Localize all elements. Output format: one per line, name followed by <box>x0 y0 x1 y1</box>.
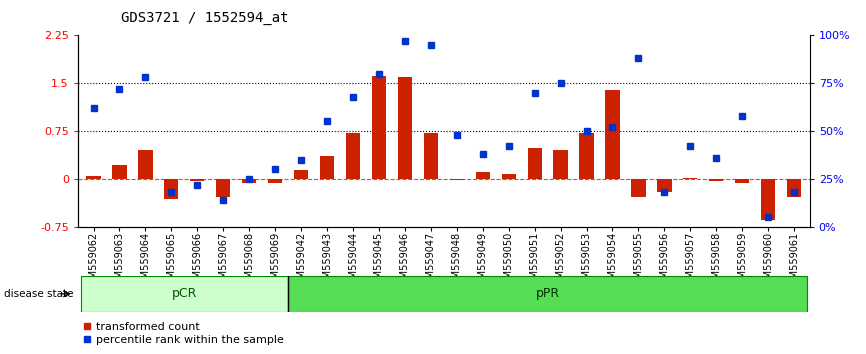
Bar <box>683 178 697 179</box>
Bar <box>165 179 178 199</box>
Bar <box>449 179 464 180</box>
Text: disease state: disease state <box>4 289 74 299</box>
Bar <box>288 276 807 312</box>
Text: pPR: pPR <box>535 287 559 300</box>
Bar <box>631 179 645 196</box>
Bar <box>320 156 334 179</box>
Text: pCR: pCR <box>171 287 197 300</box>
Legend: transformed count, percentile rank within the sample: transformed count, percentile rank withi… <box>83 321 283 345</box>
Bar <box>294 170 308 179</box>
Bar <box>501 174 516 179</box>
Bar <box>139 150 152 179</box>
Bar <box>787 179 801 196</box>
Bar <box>527 148 542 179</box>
Bar <box>553 150 568 179</box>
Bar <box>346 133 360 179</box>
Text: GDS3721 / 1552594_at: GDS3721 / 1552594_at <box>121 11 288 25</box>
Bar <box>242 179 256 183</box>
Bar <box>191 179 204 181</box>
Bar <box>657 179 671 192</box>
Bar <box>709 179 723 181</box>
Bar <box>475 172 490 179</box>
Bar <box>113 165 126 179</box>
Bar <box>605 90 620 179</box>
Bar <box>268 179 282 183</box>
Bar <box>87 176 100 179</box>
Bar <box>761 179 775 220</box>
Bar <box>81 276 288 312</box>
Bar <box>372 75 386 179</box>
Bar <box>579 133 594 179</box>
Bar <box>216 179 230 196</box>
Bar <box>735 179 749 183</box>
Bar <box>423 133 438 179</box>
Bar <box>397 77 412 179</box>
